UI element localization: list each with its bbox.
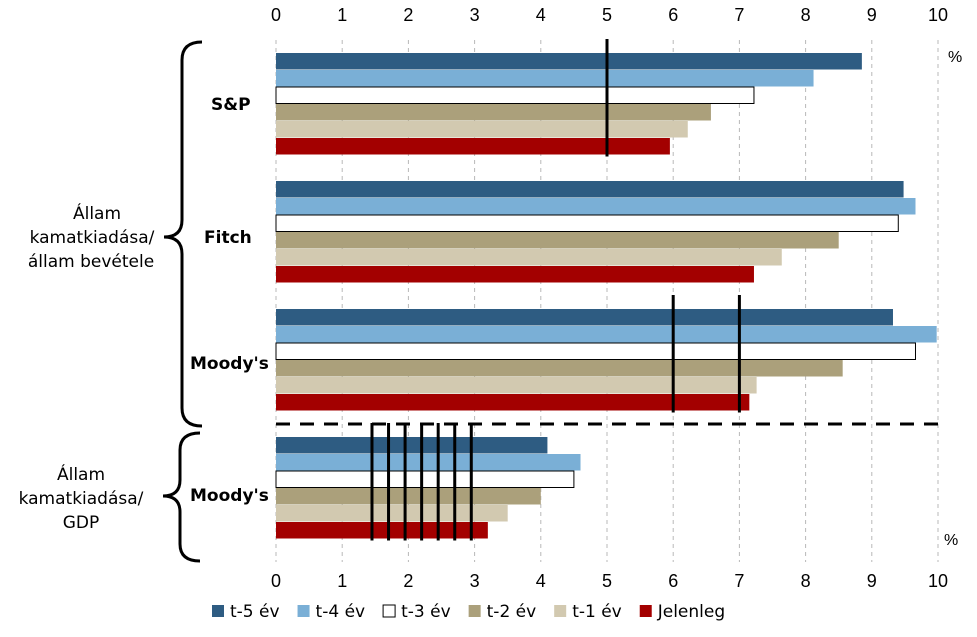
top-tick-5: 5 <box>602 5 612 25</box>
threshold-lines <box>370 39 741 541</box>
bottom-tick-9: 9 <box>867 571 877 591</box>
legend-label-3: t-2 év <box>487 602 537 622</box>
legend-label-0: t-5 év <box>230 602 280 622</box>
bar-2-0 <box>276 309 893 326</box>
bars <box>275 53 937 539</box>
bottom-tick-8: 8 <box>801 571 811 591</box>
section-label-revenue-3: állam bevétele <box>28 252 154 272</box>
bottom-tick-5: 5 <box>602 571 612 591</box>
section-label-gdp-2: kamatkiadása/ <box>19 489 144 509</box>
legend-swatch-0 <box>212 605 224 617</box>
bottom-tick-0: 0 <box>271 571 281 591</box>
bottom-tick-3: 3 <box>470 571 480 591</box>
bottom-tick-7: 7 <box>734 571 744 591</box>
bottom-tick-4: 4 <box>536 571 546 591</box>
group-label-moodys-2: Moody's <box>190 486 269 506</box>
legend-swatch-4 <box>554 605 567 617</box>
bar-0-5 <box>276 138 670 155</box>
top-tick-6: 6 <box>668 5 678 25</box>
top-tick-2: 2 <box>403 5 413 25</box>
top-tick-4: 4 <box>536 5 546 25</box>
bar-3-4 <box>276 505 508 522</box>
legend-label-2: t-3 év <box>401 602 451 622</box>
top-tick-9: 9 <box>867 5 877 25</box>
bar-1-3 <box>276 232 839 249</box>
group-label-fitch: Fitch <box>204 228 252 248</box>
section-label-revenue-1: Állam <box>73 202 121 224</box>
bar-3-3 <box>276 488 541 505</box>
top-tick-0: 0 <box>271 5 281 25</box>
unit-label-top: % <box>948 49 962 66</box>
top-tick-8: 8 <box>801 5 811 25</box>
legend-label-5: Jelenleg <box>657 602 725 622</box>
bar-2-4 <box>276 377 757 394</box>
unit-label-bottom: % <box>944 532 958 549</box>
bar-1-0 <box>276 181 904 198</box>
bar-1-5 <box>276 266 754 283</box>
bar-1-4 <box>276 249 782 266</box>
legend-swatch-2 <box>382 604 396 618</box>
bottom-tick-1: 1 <box>337 571 347 591</box>
bar-0-0 <box>276 53 862 70</box>
legend-swatch-1 <box>297 605 310 617</box>
legend: t-5 év t-4 év t-3 év t-2 év t-1 év Jelenleg <box>212 602 725 622</box>
bottom-tick-10: 10 <box>928 571 948 591</box>
legend-label-1: t-4 év <box>316 602 366 622</box>
legend-swatch-5 <box>639 605 652 617</box>
legend-label-4: t-1 év <box>572 602 622 622</box>
bar-0-3 <box>276 104 711 121</box>
section-label-revenue-2: kamatkiadása/ <box>30 228 155 248</box>
top-axis-ticks: 0 1 2 3 4 5 6 7 8 9 10 <box>271 5 948 25</box>
bottom-axis-ticks: 0 1 2 3 4 5 6 7 8 9 10 <box>271 571 948 591</box>
bar-3-5 <box>276 522 488 539</box>
section-label-gdp-1: Állam <box>57 463 105 485</box>
bottom-tick-6: 6 <box>668 571 678 591</box>
group-label-sp: S&P <box>211 95 251 115</box>
top-tick-10: 10 <box>928 5 948 25</box>
group-label-moodys-1: Moody's <box>190 354 269 374</box>
bar-2-5 <box>276 394 750 411</box>
bar-0-1 <box>276 70 814 87</box>
section-label-gdp-3: GDP <box>63 513 100 533</box>
bar-1-1 <box>276 198 916 215</box>
top-tick-3: 3 <box>470 5 480 25</box>
bar-3-2 <box>275 470 575 488</box>
bar-0-4 <box>276 121 688 138</box>
bottom-tick-2: 2 <box>403 571 413 591</box>
bar-3-0 <box>276 437 548 454</box>
bar-3-1 <box>276 454 581 471</box>
top-tick-1: 1 <box>337 5 347 25</box>
bar-0-2 <box>275 86 755 104</box>
bracket-gdp <box>162 431 201 563</box>
top-tick-7: 7 <box>734 5 744 25</box>
legend-swatch-3 <box>468 605 481 617</box>
bar-2-2 <box>275 342 916 360</box>
bracket-revenue <box>163 40 203 428</box>
bar-2-1 <box>276 326 937 343</box>
bar-1-2 <box>275 214 899 232</box>
bar-2-3 <box>276 360 843 377</box>
